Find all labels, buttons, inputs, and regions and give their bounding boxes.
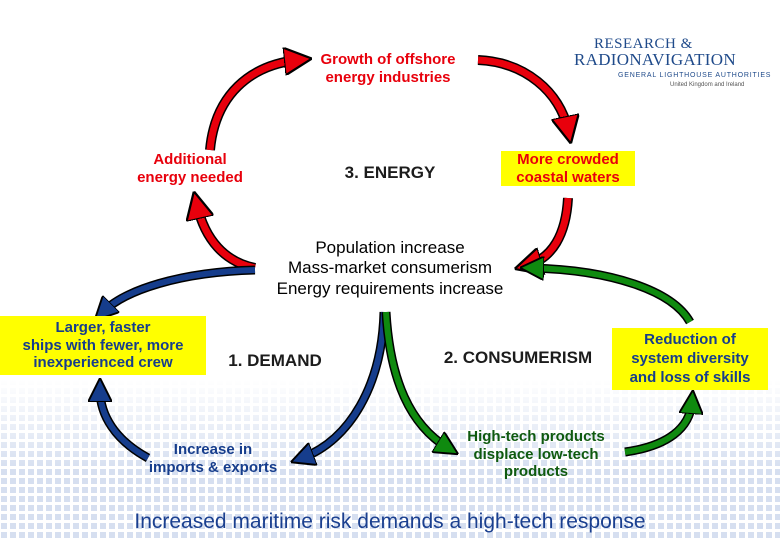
logo-caption: United Kingdom and Ireland [670, 82, 745, 88]
label-additional-energy: Additional energy needed [137, 151, 243, 186]
center-drivers: Population increase Mass-market consumer… [276, 238, 504, 298]
energy-title: 3. ENERGY [344, 163, 436, 182]
consumerism-title: 2. CONSUMERISM [443, 348, 593, 367]
footer-message: Increased maritime risk demands a high-t… [134, 510, 646, 533]
consumerism-cycle-arrows [381, 268, 692, 457]
background-fade [0, 380, 780, 470]
organization-logo: RESEARCH & RADIONAVIGATION GENERAL LIGHT… [574, 36, 770, 98]
logo-line-2: RADIONAVIGATION [574, 50, 736, 69]
logo-subtitle: GENERAL LIGHTHOUSE AUTHORITIES [618, 72, 772, 79]
label-larger-ships: Larger, faster ships with fewer, more in… [0, 316, 206, 376]
energy-cycle-arrows [197, 60, 568, 268]
label-crowded-waters: More crowded coastal waters [501, 151, 635, 187]
label-offshore-growth: Growth of offshore energy industries [320, 51, 456, 86]
demand-cycle-arrows [100, 265, 389, 458]
demand-title: 1. DEMAND [228, 351, 322, 370]
label-high-tech-products: High-tech products displace low-tech pro… [467, 428, 605, 481]
label-imports-exports: Increase in imports & exports [148, 441, 278, 476]
label-reduced-diversity: Reduction of system diversity and loss o… [612, 328, 768, 391]
logo-line-1: RESEARCH & [594, 36, 693, 52]
